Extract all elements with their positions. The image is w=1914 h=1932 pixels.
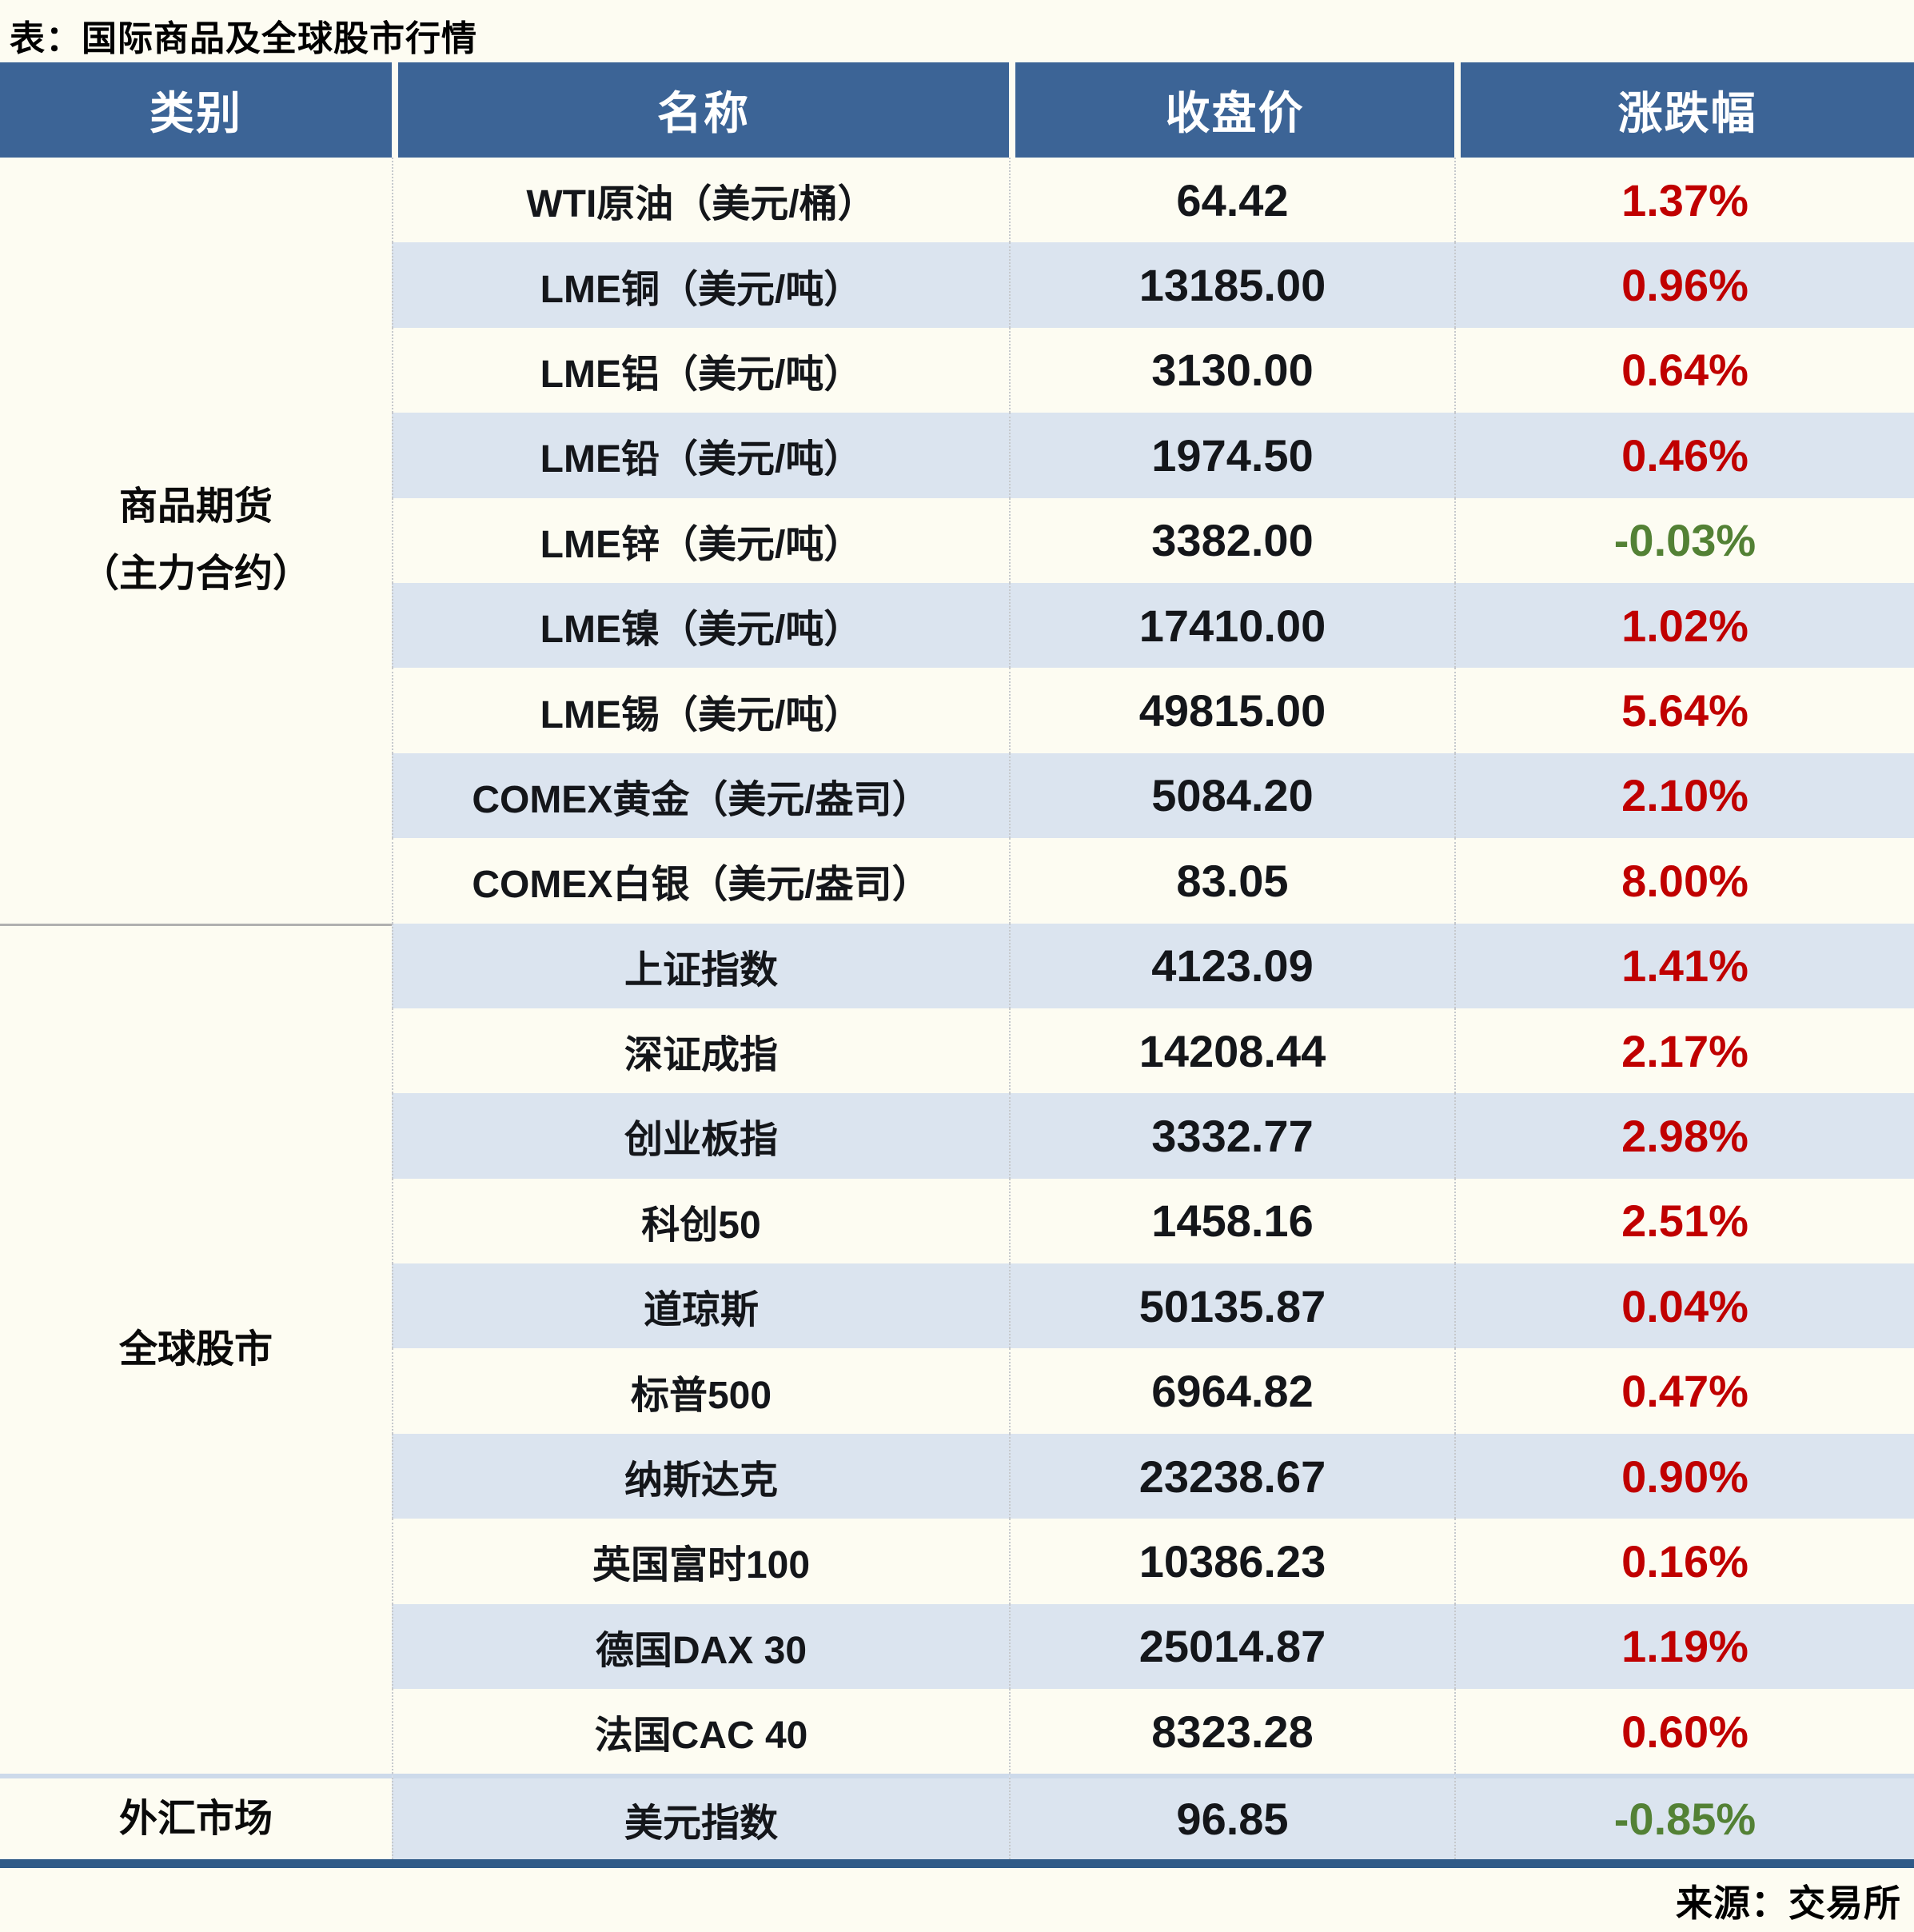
name-cell: 深证成指 — [392, 1008, 1009, 1094]
header-close-price: 收盘价 — [1009, 62, 1454, 158]
name-cell: 道琼斯 — [392, 1263, 1009, 1349]
change-cell: 0.04% — [1454, 1263, 1914, 1349]
name-cell: 美元指数 — [392, 1774, 1009, 1859]
change-cell: 8.00% — [1454, 838, 1914, 924]
close-cell: 5084.20 — [1009, 752, 1454, 839]
close-cell: 64.42 — [1009, 158, 1454, 243]
name-cell: LME锡（美元/吨） — [392, 668, 1009, 753]
close-cell: 96.85 — [1009, 1774, 1454, 1859]
name-cell: LME锌（美元/吨） — [392, 497, 1009, 583]
table-bottom-border — [0, 1859, 1914, 1868]
close-cell: 13185.00 — [1009, 242, 1454, 328]
change-cell: -0.03% — [1454, 497, 1914, 583]
close-cell: 23238.67 — [1009, 1433, 1454, 1519]
change-cell: 0.16% — [1454, 1519, 1914, 1604]
close-cell: 3130.00 — [1009, 327, 1454, 413]
name-cell: LME镍（美元/吨） — [392, 582, 1009, 669]
close-cell: 49815.00 — [1009, 668, 1454, 753]
source-note: 来源：交易所 — [1676, 1882, 1901, 1924]
name-cell: 英国富时100 — [392, 1519, 1009, 1604]
name-cell: 标普500 — [392, 1348, 1009, 1434]
change-cell: 1.37% — [1454, 158, 1914, 243]
close-cell: 83.05 — [1009, 838, 1454, 924]
change-cell: 0.64% — [1454, 327, 1914, 413]
header-name: 名称 — [392, 62, 1009, 158]
category-line: 外汇市场 — [118, 1797, 273, 1840]
name-cell: COMEX白银（美元/盎司） — [392, 838, 1009, 924]
category-line: （主力合约） — [80, 552, 311, 595]
header-change-pct: 涨跌幅 — [1454, 62, 1914, 158]
close-cell: 3382.00 — [1009, 497, 1454, 583]
change-cell: 0.60% — [1454, 1689, 1914, 1774]
close-cell: 14208.44 — [1009, 1008, 1454, 1094]
close-cell: 17410.00 — [1009, 582, 1454, 669]
change-cell: 0.90% — [1454, 1433, 1914, 1519]
change-cell: 1.02% — [1454, 582, 1914, 669]
header-category: 类别 — [0, 62, 392, 158]
close-cell: 50135.87 — [1009, 1263, 1454, 1349]
change-cell: 0.47% — [1454, 1348, 1914, 1434]
market-table: 类别 名称 收盘价 涨跌幅 商品期货 （主力合约） WTI原油（美元/桶） 64.42… — [0, 62, 1914, 1859]
change-cell: 2.17% — [1454, 1008, 1914, 1094]
name-cell: 德国DAX 30 — [392, 1603, 1009, 1690]
name-cell: LME铅（美元/吨） — [392, 413, 1009, 498]
change-cell: 2.98% — [1454, 1093, 1914, 1179]
close-cell: 3332.77 — [1009, 1093, 1454, 1179]
change-cell: 2.51% — [1454, 1178, 1914, 1264]
close-cell: 10386.23 — [1009, 1519, 1454, 1604]
name-cell: COMEX黄金（美元/盎司） — [392, 752, 1009, 839]
category-cell: 外汇市场 — [0, 1774, 392, 1859]
change-cell: 1.41% — [1454, 923, 1914, 1008]
category-line: 商品期货 — [118, 485, 273, 528]
name-cell: 科创50 — [392, 1178, 1009, 1264]
category-cell: 商品期货 （主力合约） — [0, 158, 392, 924]
change-cell: -0.85% — [1454, 1774, 1914, 1859]
change-cell: 0.96% — [1454, 242, 1914, 328]
name-cell: 创业板指 — [392, 1093, 1009, 1179]
close-cell: 1974.50 — [1009, 413, 1454, 498]
close-cell: 1458.16 — [1009, 1178, 1454, 1264]
close-cell: 4123.09 — [1009, 923, 1454, 1008]
change-cell: 2.10% — [1454, 752, 1914, 839]
name-cell: WTI原油（美元/桶） — [392, 158, 1009, 243]
change-cell: 1.19% — [1454, 1603, 1914, 1690]
close-cell: 8323.28 — [1009, 1689, 1454, 1774]
change-cell: 5.64% — [1454, 668, 1914, 753]
category-line: 全球股市 — [118, 1327, 273, 1371]
name-cell: LME铝（美元/吨） — [392, 327, 1009, 413]
close-cell: 25014.87 — [1009, 1603, 1454, 1690]
page-title: 表：国际商品及全球股市行情 — [10, 19, 477, 58]
change-cell: 0.46% — [1454, 413, 1914, 498]
name-cell: 法国CAC 40 — [392, 1689, 1009, 1774]
category-cell: 全球股市 — [0, 923, 392, 1774]
name-cell: LME铜（美元/吨） — [392, 242, 1009, 328]
close-cell: 6964.82 — [1009, 1348, 1454, 1434]
name-cell: 上证指数 — [392, 923, 1009, 1008]
name-cell: 纳斯达克 — [392, 1433, 1009, 1519]
